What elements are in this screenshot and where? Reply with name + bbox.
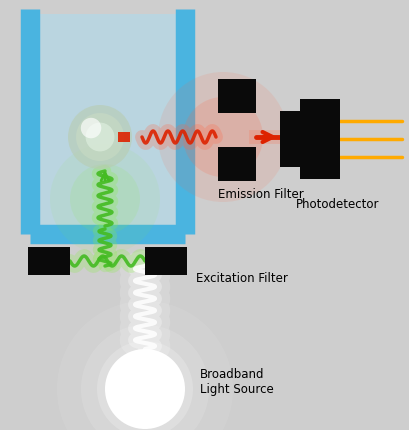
Circle shape	[85, 123, 114, 152]
Circle shape	[57, 301, 232, 430]
Text: Broadband
Light Source: Broadband Light Source	[200, 367, 273, 395]
Circle shape	[81, 325, 209, 430]
Circle shape	[81, 119, 101, 139]
Text: Photodetector: Photodetector	[295, 197, 379, 211]
Bar	[145, 247, 187, 275]
Circle shape	[157, 73, 287, 203]
Circle shape	[70, 165, 139, 234]
Bar	[299, 100, 339, 180]
Bar	[218, 80, 255, 114]
Circle shape	[105, 349, 184, 429]
Circle shape	[97, 341, 193, 430]
Circle shape	[68, 106, 132, 169]
Bar	[218, 147, 255, 181]
Bar	[117, 133, 129, 143]
Bar	[279, 112, 301, 168]
Circle shape	[182, 98, 262, 178]
Bar	[28, 247, 70, 275]
Circle shape	[76, 114, 124, 162]
Text: Excitation Filter: Excitation Filter	[196, 271, 287, 284]
Bar	[37, 15, 178, 227]
Text: Emission Filter: Emission Filter	[218, 187, 303, 200]
Circle shape	[50, 144, 160, 255]
